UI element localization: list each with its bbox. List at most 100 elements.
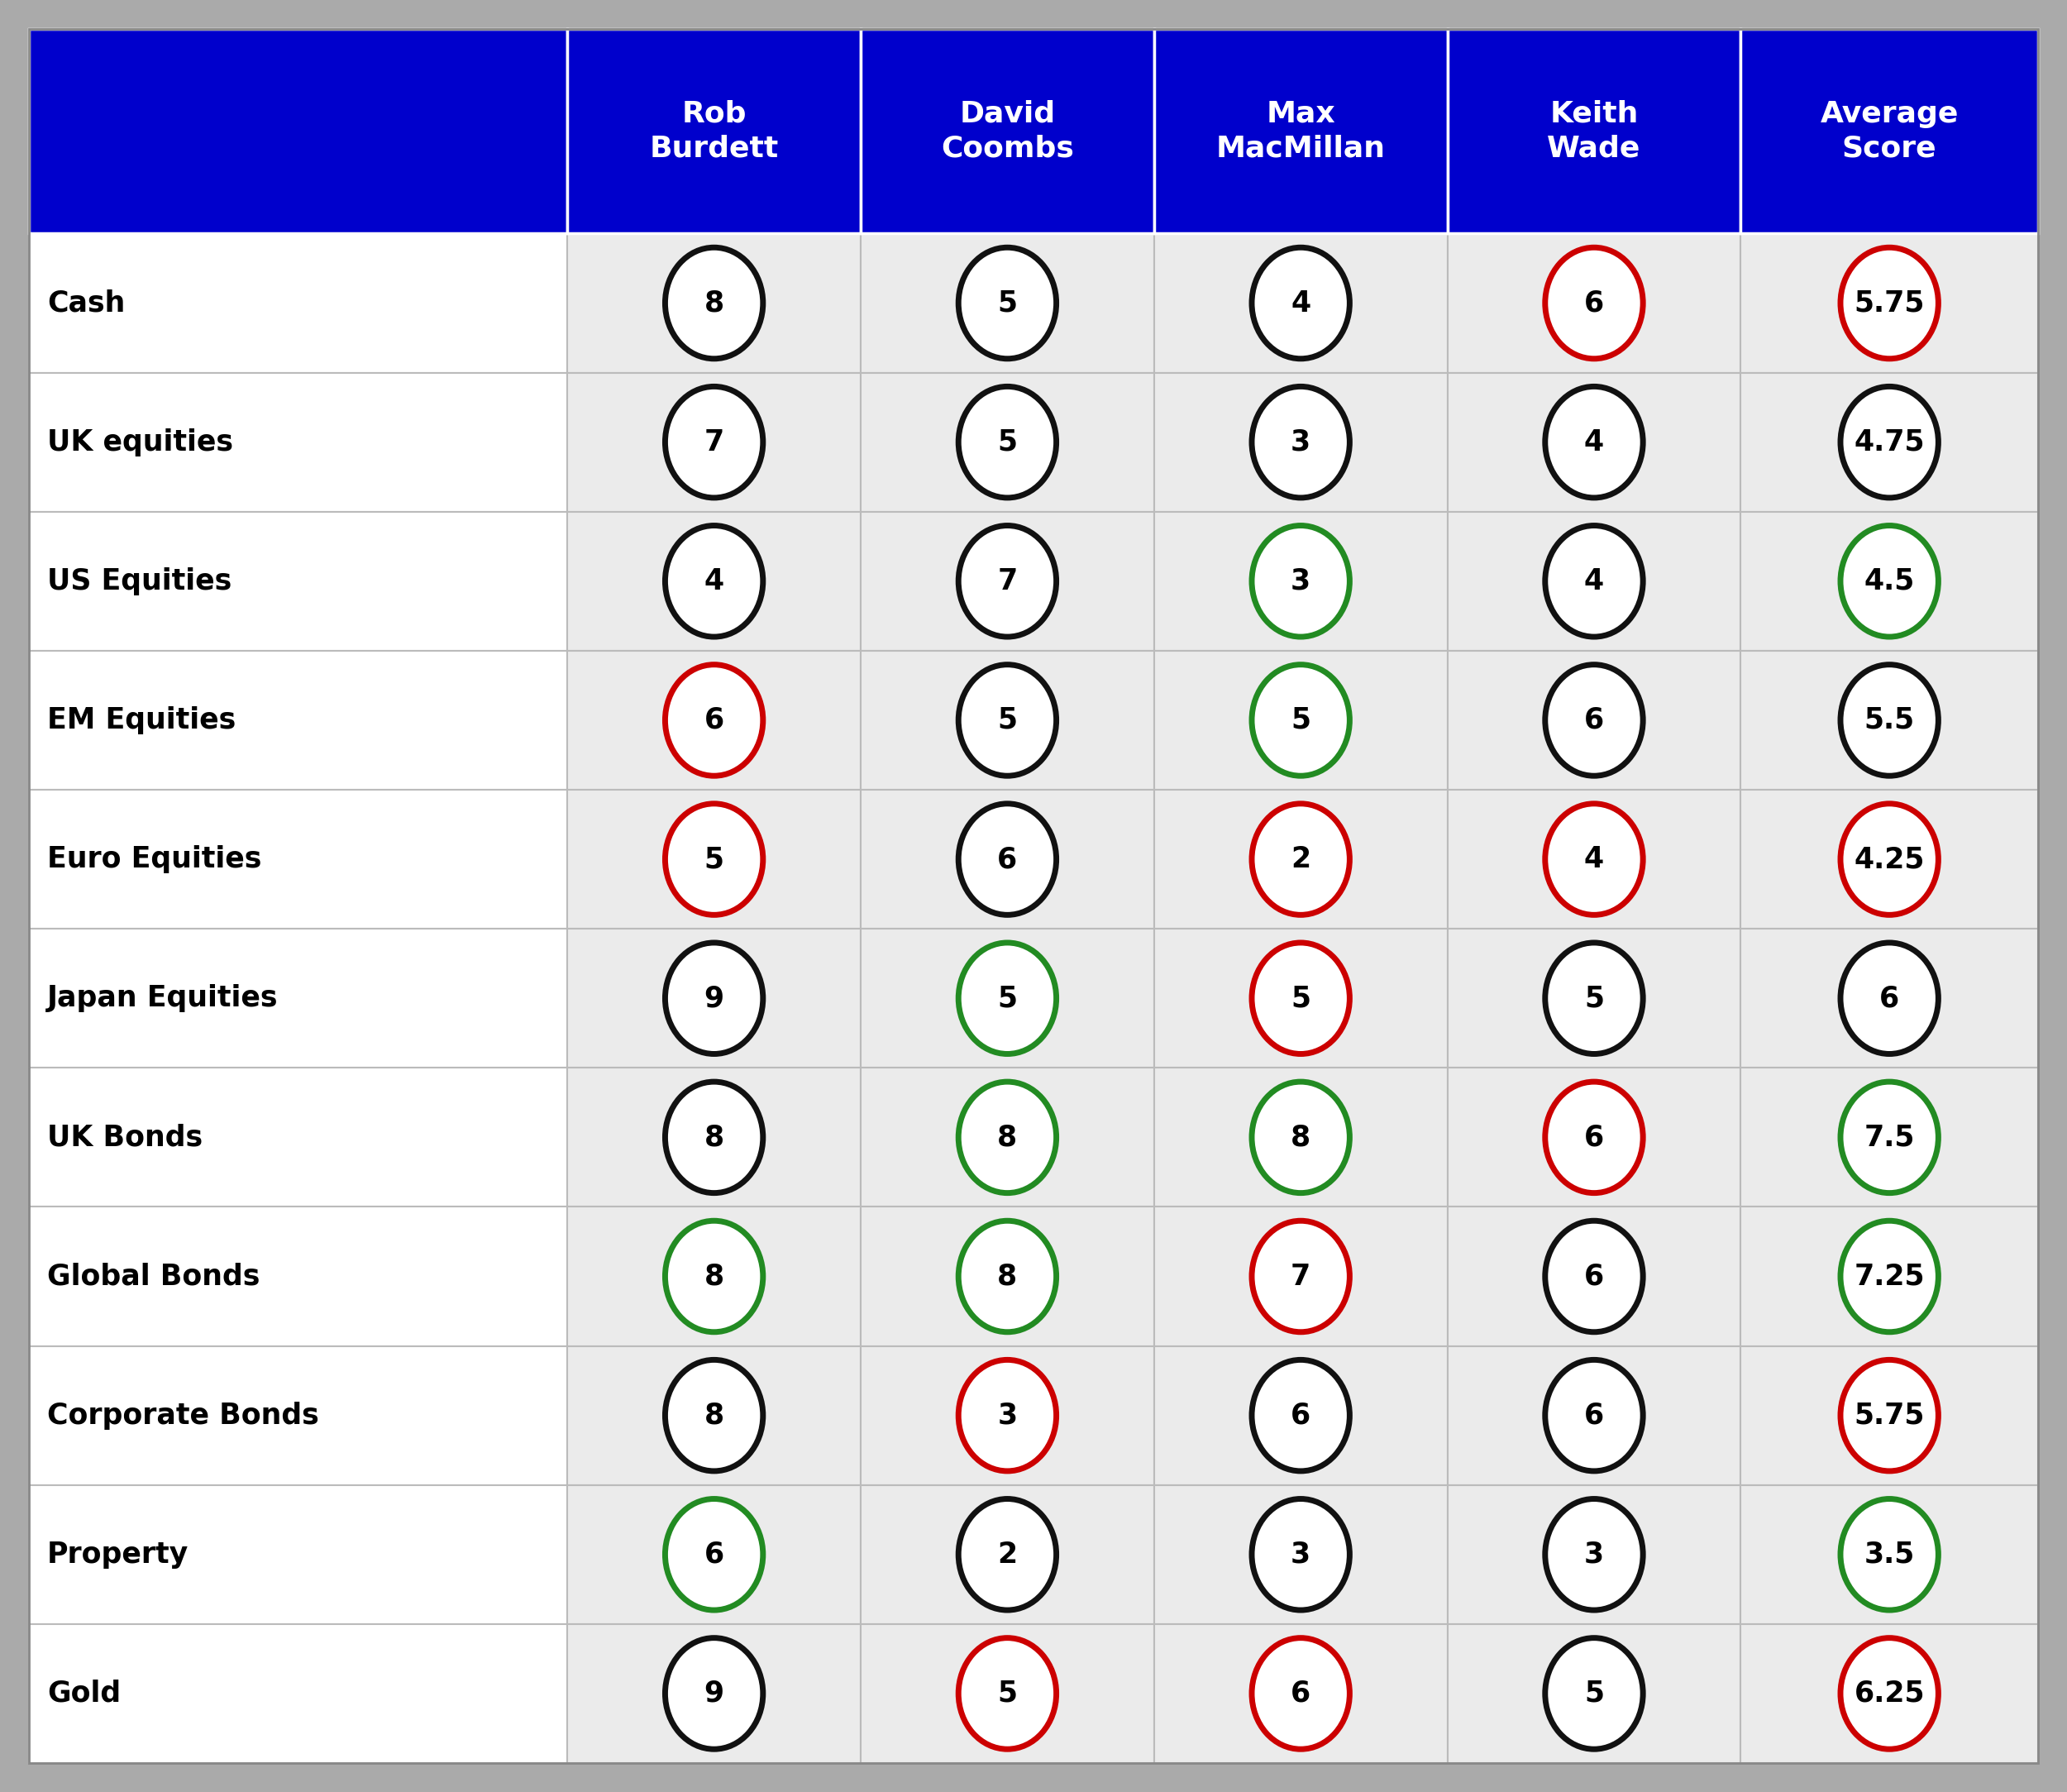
Bar [1447,1068,1740,1206]
Text: Global Bonds: Global Bonds [48,1262,260,1290]
Ellipse shape [1253,1082,1350,1193]
Bar [29,1624,566,1763]
Text: 4.25: 4.25 [1854,846,1924,873]
Text: 2: 2 [1290,846,1310,873]
Bar [860,233,1153,373]
Text: 4.75: 4.75 [1854,428,1924,457]
Bar [566,650,860,790]
Ellipse shape [1840,1498,1939,1609]
Text: 5: 5 [998,984,1017,1012]
Ellipse shape [666,247,763,358]
Ellipse shape [959,1082,1056,1193]
Text: 7.5: 7.5 [1864,1124,1914,1152]
Bar [566,790,860,928]
Ellipse shape [666,1498,763,1609]
Bar [1153,928,1447,1068]
Text: 3: 3 [998,1401,1017,1430]
Bar [1447,1624,1740,1763]
Text: 5: 5 [1290,706,1310,735]
Text: EM Equities: EM Equities [48,706,236,735]
Text: 5.75: 5.75 [1854,1401,1924,1430]
Text: Japan Equities: Japan Equities [48,984,279,1012]
Text: 5: 5 [998,289,1017,317]
Bar [860,1068,1153,1206]
Bar [29,233,566,373]
Ellipse shape [666,387,763,498]
Bar [860,29,1153,233]
Text: 4.5: 4.5 [1864,566,1914,595]
Ellipse shape [1546,665,1643,776]
Ellipse shape [959,247,1056,358]
Text: UK Bonds: UK Bonds [48,1124,203,1152]
Bar [860,790,1153,928]
Text: 6: 6 [705,1541,723,1568]
Text: Euro Equities: Euro Equities [48,846,263,873]
Text: Rob
Burdett: Rob Burdett [649,100,779,163]
Ellipse shape [959,1220,1056,1331]
Text: 4: 4 [1290,289,1310,317]
Ellipse shape [1253,1360,1350,1471]
Bar [566,1068,860,1206]
Ellipse shape [666,1082,763,1193]
Ellipse shape [666,665,763,776]
Ellipse shape [1546,1638,1643,1749]
Bar [860,1486,1153,1624]
Ellipse shape [1840,803,1939,916]
Bar [1447,790,1740,928]
Bar [566,1486,860,1624]
Ellipse shape [959,665,1056,776]
Ellipse shape [959,1638,1056,1749]
Text: 7: 7 [705,428,723,457]
Bar [860,650,1153,790]
Bar [1447,1206,1740,1346]
Bar [1153,1624,1447,1763]
Ellipse shape [1546,1498,1643,1609]
Text: 7.25: 7.25 [1854,1262,1924,1290]
Bar [566,233,860,373]
Bar [29,1206,566,1346]
Text: Property: Property [48,1541,188,1568]
Bar [566,373,860,513]
Bar [29,928,566,1068]
Text: 5: 5 [1583,984,1604,1012]
Text: 3.5: 3.5 [1864,1541,1914,1568]
Bar [1740,1068,2038,1206]
Text: 5: 5 [1583,1679,1604,1708]
Ellipse shape [666,525,763,636]
Ellipse shape [1840,1360,1939,1471]
Bar [1740,1624,2038,1763]
Text: 6: 6 [1583,289,1604,317]
Ellipse shape [959,1360,1056,1471]
Text: 8: 8 [1290,1124,1310,1152]
Bar [1153,29,1447,233]
Bar [860,513,1153,650]
Text: 2: 2 [998,1541,1017,1568]
Text: 5: 5 [998,428,1017,457]
Bar [1740,29,2038,233]
Bar [29,1486,566,1624]
Text: 5.75: 5.75 [1854,289,1924,317]
Bar [1153,1486,1447,1624]
Text: 6: 6 [998,846,1017,873]
Bar [1447,29,1740,233]
Text: 8: 8 [705,1124,723,1152]
Text: 6.25: 6.25 [1854,1679,1924,1708]
Bar [1153,1346,1447,1486]
Text: US Equities: US Equities [48,566,232,595]
Text: 8: 8 [998,1262,1017,1290]
Bar [1153,1068,1447,1206]
Bar [29,1346,566,1486]
Text: 6: 6 [1290,1679,1310,1708]
Ellipse shape [1840,525,1939,636]
Bar [1740,650,2038,790]
Bar [1447,1486,1740,1624]
Ellipse shape [1840,665,1939,776]
Ellipse shape [1253,525,1350,636]
Ellipse shape [1840,943,1939,1054]
Ellipse shape [1253,247,1350,358]
Bar [1447,513,1740,650]
Text: 4: 4 [705,566,723,595]
Text: 9: 9 [705,984,723,1012]
Bar [1153,233,1447,373]
Bar [566,1346,860,1486]
